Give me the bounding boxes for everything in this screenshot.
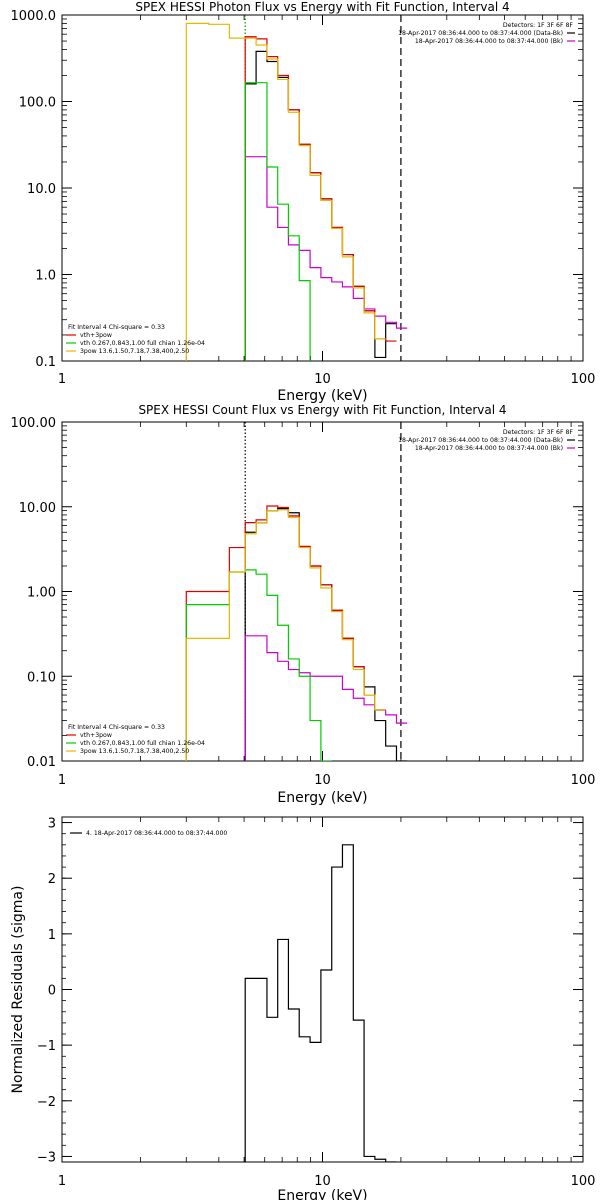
x-tick-label: 100 — [571, 1174, 596, 1189]
x-tick-label: 100 — [571, 773, 596, 788]
y-tick-label: 1 — [48, 928, 56, 943]
series-line-bk — [244, 635, 408, 761]
y-axis-label: Normalized Residuals (sigma) — [10, 886, 26, 1094]
legend-text: vth 0.267,0.843,1.00 full chian 1.26e-04 — [80, 340, 205, 347]
plot-area — [185, 15, 408, 361]
y-tick-label: 100.00 — [11, 416, 57, 431]
y-tick-label: 10.0 — [27, 182, 56, 197]
y-tick-label: 1.0 — [35, 269, 56, 284]
plot-frame — [61, 816, 584, 1163]
series-line-4-18-apr-2017-08-36-44-000-to-08-37-44-000 — [244, 844, 397, 1162]
series-line-3pow — [185, 22, 386, 361]
chart-panel-3: 1 10 100 Energy (keV) −3 −2 −1 0 1 2 3 Normalized R… — [10, 816, 596, 1200]
plot-frame — [61, 421, 584, 762]
legend-text: vth+3pow — [80, 332, 112, 339]
chart-panel-1: SPEX HESSI Photon Flux vs Energy with Fi… — [11, 0, 596, 404]
y-tick-label: 0 — [48, 984, 56, 999]
x-tick-label: 1 — [58, 372, 66, 387]
legend-text: vth 0.267,0.843,1.00 full chian 1.26e-04 — [80, 740, 205, 747]
x-axis-label: Energy (keV) — [277, 790, 367, 806]
y-tick-label: −3 — [37, 1150, 56, 1165]
x-tick-label: 1 — [58, 1174, 66, 1189]
x-axis-label: Energy (keV) — [277, 388, 367, 404]
y-tick-label: 0.1 — [35, 355, 56, 370]
legend-text: Detectors: 1F 3F 6F 8F — [503, 22, 574, 29]
plot-frame — [61, 14, 584, 362]
legend-text: 18-Apr-2017 08:36:44.000 to 08:37:44.000… — [415, 38, 563, 45]
legend-text: 18-Apr-2017 08:36:44.000 to 08:37:44.000… — [398, 30, 563, 37]
x-tick-label: 10 — [314, 773, 331, 788]
y-tick-label: −2 — [37, 1095, 56, 1110]
y-tick-label: −1 — [37, 1039, 56, 1054]
legend-text: Fit Interval 4 Chi-square = 0.33 — [68, 324, 165, 331]
chart-title: SPEX HESSI Photon Flux vs Energy with Fi… — [135, 0, 509, 14]
legend-text: 3pow 13.6,1.50,7.18,7.38,400,2.50 — [80, 348, 189, 355]
plot-area — [244, 844, 397, 1162]
x-tick-label: 10 — [314, 372, 331, 387]
legend-text: vth+3pow — [80, 732, 112, 739]
y-tick-label: 10.00 — [19, 501, 56, 516]
x-tick-label: 10 — [314, 1174, 331, 1189]
series-line-bk — [244, 156, 408, 361]
legend-text: Fit Interval 4 Chi-square = 0.33 — [68, 724, 165, 731]
y-tick-label: 3 — [48, 817, 56, 832]
legend-text: 4. 18-Apr-2017 08:36:44.000 to 08:37:44.… — [86, 830, 227, 837]
y-tick-label: 100.0 — [19, 96, 56, 111]
x-axis-label: Energy (keV) — [277, 1188, 367, 1200]
series-line-vth — [185, 569, 332, 761]
legend-text: Detectors: 1F 3F 6F 8F — [503, 429, 574, 436]
x-tick-label: 1 — [58, 773, 66, 788]
legend-text: 18-Apr-2017 08:36:44.000 to 08:37:44.000… — [398, 437, 563, 444]
legend-text: 3pow 13.6,1.50,7.18,7.38,400,2.50 — [80, 748, 189, 755]
y-tick-label: 2 — [48, 872, 56, 887]
y-tick-label: 0.10 — [27, 670, 56, 685]
chart-title: SPEX HESSI Count Flux vs Energy with Fit… — [138, 403, 506, 417]
series-line-data-bk — [244, 50, 397, 361]
series-line-data-bk — [244, 508, 408, 761]
y-tick-label: 1000.0 — [11, 9, 57, 24]
series-line-vth — [244, 82, 311, 361]
y-tick-label: 0.01 — [27, 755, 56, 770]
plot-area — [185, 422, 408, 761]
x-tick-label: 100 — [571, 372, 596, 387]
y-tick-label: 1.00 — [27, 586, 56, 601]
legend-text: 18-Apr-2017 08:36:44.000 to 08:37:44.000… — [415, 445, 563, 452]
series-line-vth-3pow — [185, 505, 386, 761]
chart-panel-2: SPEX HESSI Count Flux vs Energy with Fit… — [11, 403, 596, 806]
series-line-3pow — [185, 509, 386, 761]
